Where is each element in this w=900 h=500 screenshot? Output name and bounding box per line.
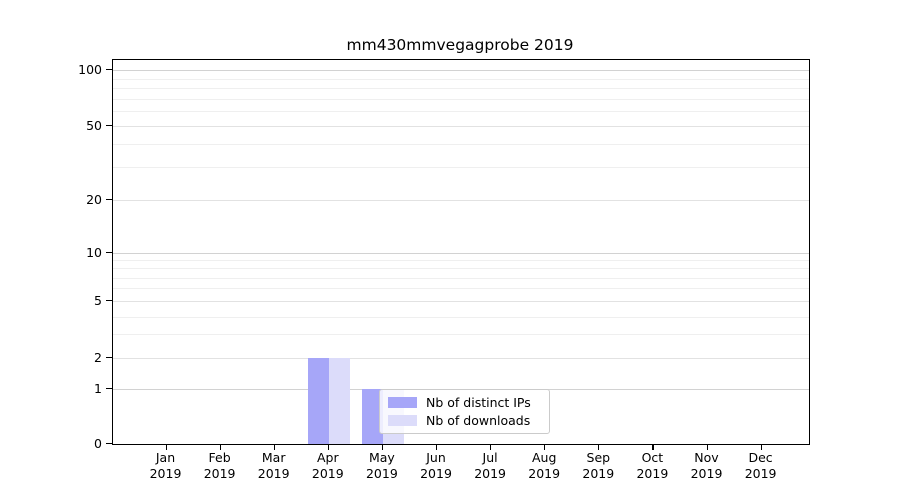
x-tick-year: 2019 [528, 465, 561, 481]
x-tick-label-apr: Apr 2019 [300, 450, 356, 481]
x-tick-year: 2019 [636, 465, 669, 481]
x-tick-year: 2019 [744, 465, 777, 481]
x-tick-label-dec: Dec 2019 [733, 450, 789, 481]
y-tick-label-50: 50 [86, 117, 102, 133]
y-tick-label-0: 0 [94, 435, 102, 451]
gridline-minor-y-7 [113, 278, 809, 279]
gridline-y-20 [113, 200, 809, 201]
x-tick-month: Oct [641, 450, 664, 465]
x-tick-mark-may [381, 444, 384, 450]
x-tick-year: 2019 [582, 465, 615, 481]
gridline-minor-y-8 [113, 268, 809, 269]
legend-item-distinct-ips: Nb of distinct IPs [388, 395, 541, 410]
x-tick-mark-aug [544, 444, 546, 450]
gridline-minor-y-6 [113, 288, 809, 289]
x-tick-mark-sep [598, 444, 600, 450]
x-tick-mark-jul [490, 444, 492, 450]
x-tick-month: Feb [208, 450, 231, 465]
legend-item-downloads: Nb of downloads [388, 413, 541, 428]
gridline-minor-y-60 [113, 111, 809, 112]
y-tick-mark-0 [106, 443, 112, 445]
gridline-minor-y-70 [113, 99, 809, 100]
gridline-y-2 [113, 358, 809, 359]
gridline-minor-y-4 [113, 317, 809, 318]
x-tick-year: 2019 [203, 465, 236, 481]
gridline-y-50 [113, 126, 809, 127]
x-tick-label-nov: Nov 2019 [679, 450, 735, 481]
x-tick-month: Jan [155, 450, 176, 465]
x-tick-month: May [368, 450, 395, 465]
x-tick-mark-jun [436, 444, 438, 450]
y-tick-mark-2 [106, 357, 112, 359]
y-tick-mark-50 [106, 125, 112, 127]
x-tick-label-oct: Oct 2019 [624, 450, 680, 481]
x-tick-label-jun: Jun 2019 [408, 450, 464, 481]
y-tick-label-20: 20 [86, 191, 102, 207]
x-tick-month: Sep [586, 450, 611, 465]
x-tick-mark-dec [760, 444, 762, 450]
gridline-y-10 [113, 253, 809, 254]
x-tick-month: Jun [426, 450, 446, 465]
x-tick-month: Mar [261, 450, 286, 465]
x-tick-month: Jul [482, 450, 498, 465]
legend-swatch-downloads [388, 414, 417, 426]
chart-title: mm430mmvegagprobe 2019 [346, 36, 574, 54]
gridline-y-100 [113, 70, 809, 71]
x-tick-year: 2019 [311, 465, 344, 481]
x-tick-label-sep: Sep 2019 [570, 450, 626, 481]
x-tick-month: Nov [694, 450, 719, 465]
x-tick-label-aug: Aug 2019 [516, 450, 572, 481]
x-tick-mark-oct [652, 444, 654, 450]
plot-area: Nb of distinct IPs Nb of downloads [112, 59, 810, 445]
x-tick-month: Dec [748, 450, 773, 465]
legend-swatch-distinct-ips [388, 397, 417, 409]
gridline-minor-y-80 [113, 88, 809, 89]
x-tick-label-feb: Feb 2019 [192, 450, 248, 481]
x-tick-label-may: May 2019 [354, 450, 410, 481]
y-tick-mark-20 [106, 199, 112, 201]
bar-distinct-ips-may [361, 389, 383, 444]
x-tick-mark-mar [273, 444, 275, 450]
gridline-minor-y-3 [113, 334, 809, 335]
x-tick-mark-apr [327, 444, 329, 450]
y-tick-mark-1 [106, 388, 112, 390]
legend: Nb of distinct IPs Nb of downloads [379, 389, 550, 434]
x-tick-mark-feb [219, 444, 221, 450]
x-tick-year: 2019 [149, 465, 182, 481]
x-tick-year: 2019 [420, 465, 452, 481]
gridline-minor-y-40 [113, 144, 809, 145]
x-tick-year: 2019 [365, 465, 398, 481]
bar-distinct-ips-apr [307, 358, 329, 444]
y-tick-mark-10 [106, 252, 112, 254]
x-tick-label-jul: Jul 2019 [462, 450, 518, 481]
bar-downloads-apr [328, 358, 350, 444]
x-tick-year: 2019 [257, 465, 290, 481]
gridline-minor-y-30 [113, 167, 809, 168]
y-tick-label-100: 100 [78, 61, 102, 77]
legend-label-downloads: Nb of downloads [426, 412, 531, 428]
x-tick-month: Apr [316, 450, 339, 465]
y-tick-label-2: 2 [94, 349, 102, 365]
y-tick-label-5: 5 [94, 292, 102, 308]
x-tick-month: Aug [531, 450, 557, 465]
x-tick-label-mar: Mar 2019 [246, 450, 302, 481]
gridline-minor-y-90 [113, 78, 809, 80]
y-tick-mark-5 [106, 300, 112, 302]
legend-label-distinct-ips: Nb of distinct IPs [426, 395, 531, 411]
x-tick-mark-jan [165, 444, 167, 450]
x-tick-mark-nov [706, 444, 708, 450]
y-tick-mark-100 [106, 69, 112, 71]
x-tick-label-jan: Jan 2019 [138, 450, 194, 481]
gridline-y-5 [113, 301, 809, 302]
x-tick-year: 2019 [474, 465, 506, 481]
y-tick-label-1: 1 [94, 380, 102, 396]
x-tick-year: 2019 [690, 465, 723, 481]
gridline-minor-y-9 [113, 260, 809, 261]
y-tick-label-10: 10 [86, 244, 102, 260]
